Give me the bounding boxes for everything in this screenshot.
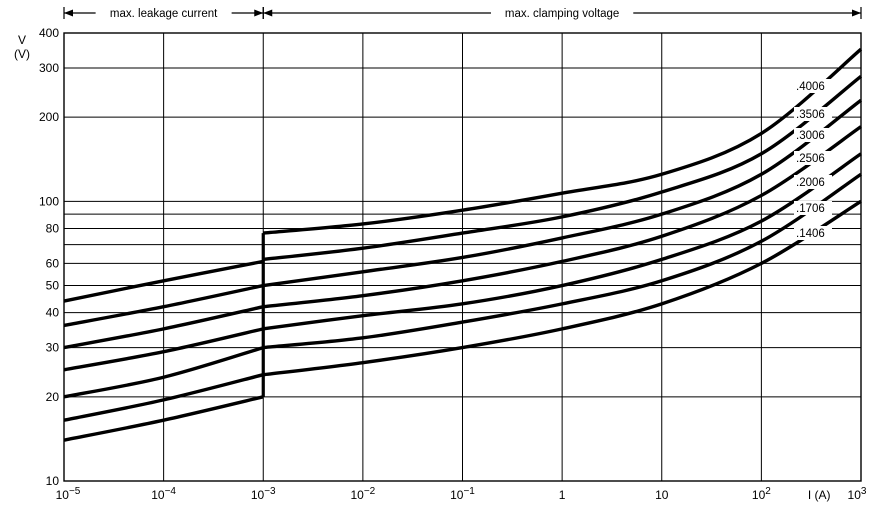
x-axis-label: I (A) <box>808 488 831 502</box>
series-label-2506: .2506 <box>796 153 825 165</box>
series-label-bg-3006 <box>794 128 832 142</box>
x-tick-label-2: 10−3 <box>251 486 276 502</box>
series-1406-clamping <box>263 199 862 377</box>
range-label-max-clamping-voltage: max. clamping voltage <box>505 8 619 20</box>
range-arrow-right-0 <box>254 9 264 17</box>
y-tick-label-10: 10 <box>46 474 60 488</box>
series-2006-leakage <box>63 345 264 399</box>
series-4006-leakage <box>63 259 264 303</box>
series-label-1406: .1406 <box>796 228 825 240</box>
range-arrow-left-1 <box>263 9 273 17</box>
y-tick-label-20: 20 <box>46 390 60 404</box>
y-tick-label-200: 200 <box>39 110 59 124</box>
series-2506-leakage <box>63 327 264 372</box>
series-1406-leakage <box>63 395 264 442</box>
range-label-max-leakage-current: max. leakage current <box>110 8 218 20</box>
x-tick-label-3: 10−2 <box>350 486 375 502</box>
series-label-bg-1706 <box>794 201 832 215</box>
x-tick-label-8: 103 <box>848 486 867 502</box>
series-3506-clamping <box>263 74 863 262</box>
series-label-bg-4006 <box>794 79 832 93</box>
series-3506-leakage <box>63 283 264 328</box>
x-tick-label-7: 102 <box>752 486 771 502</box>
series-label-3006: .3006 <box>796 130 825 142</box>
series-label-3506: .3506 <box>796 109 825 121</box>
series-3006-clamping <box>263 98 863 288</box>
series-1706-clamping <box>263 172 862 350</box>
y-tick-label-400: 400 <box>39 26 59 40</box>
range-max-clamping-voltage: max. clamping voltage <box>262 7 862 20</box>
series-3006-leakage <box>63 305 264 350</box>
series-label-bg-3506 <box>794 107 832 121</box>
series-2006-clamping <box>263 152 862 331</box>
x-tick-label-1: 10−4 <box>151 486 176 502</box>
series-label-1706: .1706 <box>796 203 825 215</box>
y-tick-label-60: 60 <box>46 256 60 270</box>
range-annotations: max. leakage current max. clamping voltag… <box>63 7 862 20</box>
series-4006-clamping <box>263 47 863 235</box>
y-tick-label-50: 50 <box>46 279 60 293</box>
y-axis-label: V <box>18 33 26 47</box>
series-label-bg-1406 <box>794 226 832 240</box>
range-max-leakage-current: max. leakage current <box>63 7 264 20</box>
series-label-bg-2006 <box>794 175 832 189</box>
y-tick-label-40: 40 <box>46 306 60 320</box>
range-arrow-right-1 <box>852 9 861 17</box>
series-2506-clamping <box>263 125 862 309</box>
y-axis-unit: (V) <box>14 47 30 61</box>
series-labels: .4006 .3506 .3006 .2506 .2006 .1706 .1406 <box>794 79 832 240</box>
range-arrow-left-0 <box>64 9 73 17</box>
y-tick-label-100: 100 <box>39 194 59 208</box>
axis-labels: 10 20 30 40 50 60 80 100 200 300 400 V(V) 10−5 10−4 10… <box>14 26 867 502</box>
x-tick-label-0: 10−5 <box>56 486 81 502</box>
series-curves <box>63 47 863 442</box>
x-tick-label-4: 10−1 <box>450 486 475 502</box>
series-label-4006: .4006 <box>796 81 825 93</box>
plot-frame <box>63 32 862 482</box>
series-label-bg-2506 <box>794 151 832 165</box>
series-1706-leakage <box>63 373 264 422</box>
series-label-2006: .2006 <box>796 177 825 189</box>
y-tick-label-300: 300 <box>39 61 59 75</box>
x-tick-label-5: 1 <box>559 488 566 502</box>
y-tick-label-30: 30 <box>46 341 60 355</box>
x-tick-label-6: 10 <box>655 488 669 502</box>
y-tick-label-80: 80 <box>46 221 60 235</box>
